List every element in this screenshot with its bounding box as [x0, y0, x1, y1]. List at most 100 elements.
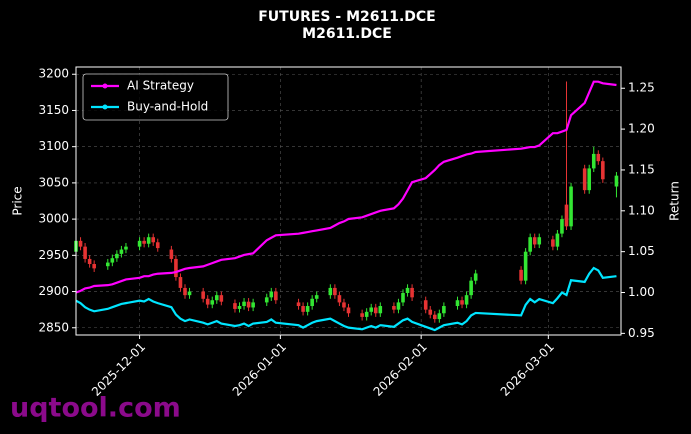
y-tick-label: 2950 [38, 248, 69, 262]
candle-body [455, 300, 460, 307]
y2-tick-label: 1.15 [628, 162, 655, 176]
candle-body [596, 153, 601, 162]
candle-body [405, 287, 410, 293]
candle-body [251, 302, 255, 308]
candle-body [124, 246, 128, 250]
candle-body [83, 246, 87, 259]
y-tick-label: 2900 [38, 284, 69, 298]
x-tick-label: 2026-01-01 [230, 340, 289, 399]
candle-body [237, 306, 242, 309]
candle-body [151, 237, 156, 243]
candle-body [296, 302, 301, 307]
series-line [75, 80, 617, 294]
legend-marker [102, 104, 108, 110]
chart-subtitle: M2611.DCE [302, 26, 392, 42]
candle-body [582, 168, 587, 191]
candle-body [137, 240, 142, 247]
candle-body [369, 307, 374, 312]
candle-body [587, 168, 592, 191]
candle-body [396, 302, 401, 310]
candle-body [174, 258, 178, 278]
candle-body [187, 291, 192, 296]
series-line [75, 266, 617, 332]
candle-body [392, 306, 396, 310]
plot-frame [75, 66, 622, 336]
y-tick-label: 3000 [38, 212, 69, 226]
candle-body [201, 291, 205, 299]
candle-body [246, 301, 251, 308]
candle-body [560, 219, 564, 234]
legend-box [82, 73, 229, 121]
candle-body [442, 306, 446, 314]
candle-body [328, 287, 333, 296]
y2-tick-label: 1.05 [628, 244, 655, 258]
candle-body [242, 301, 246, 307]
candle-body [119, 249, 124, 254]
candle-body [537, 237, 542, 245]
candle-body [178, 277, 183, 288]
legend-marker [102, 83, 108, 89]
candle-body [214, 295, 219, 301]
candle-body [310, 298, 314, 307]
candle-body [146, 237, 151, 244]
chart-title: FUTURES - M2611.DCE [258, 9, 436, 25]
y2-axis-label: Return [668, 181, 682, 221]
y2-tick-label: 1.00 [628, 285, 655, 299]
legend-label: Buy-and-Hold [127, 100, 208, 114]
candle-body [569, 186, 573, 227]
y-tick-label: 3050 [38, 175, 69, 189]
candle-body [305, 306, 310, 312]
candle-body [528, 237, 532, 252]
candle-body [519, 269, 523, 281]
y2-tick-label: 1.25 [628, 81, 655, 95]
candle-body [591, 153, 596, 169]
candle-body [523, 251, 528, 281]
y2-tick-label: 1.20 [628, 122, 655, 136]
candle-body [460, 300, 464, 305]
candle-body [564, 204, 569, 227]
candle-body [423, 300, 428, 310]
candle-body [401, 292, 405, 303]
y-tick-label: 3150 [38, 103, 69, 117]
y-tick-label: 3100 [38, 139, 69, 153]
candle-body [105, 262, 110, 267]
candle-body [428, 309, 433, 315]
candle-body [551, 239, 555, 247]
candle-body [473, 273, 478, 281]
candle-body [464, 295, 469, 305]
candle-body [87, 258, 92, 265]
legend-label: AI Strategy [127, 79, 194, 93]
candle-body [183, 287, 187, 296]
candle-body [437, 313, 442, 320]
y2-tick-label: 1.10 [628, 203, 655, 217]
candle-body [432, 314, 437, 320]
candle-body [142, 240, 146, 244]
candle-body [269, 291, 274, 298]
candle-body [115, 253, 119, 259]
candle-body [314, 295, 319, 299]
x-tick-label: 2026-02-01 [371, 340, 430, 399]
candle-body [110, 258, 115, 263]
candle-body [333, 287, 337, 296]
x-tick-label: 2025-12-01 [89, 340, 148, 399]
y2-tick-label: 0.95 [628, 326, 655, 340]
candle-body [337, 295, 342, 303]
watermark: uqtool.com [10, 393, 181, 424]
candle-body [364, 311, 369, 317]
candle-body [410, 287, 414, 298]
y-tick-label: 3200 [38, 67, 69, 81]
candle-body [373, 307, 378, 314]
candle-body [555, 233, 560, 247]
candle-body [360, 313, 364, 317]
candle-body [378, 306, 383, 314]
candle-body [614, 175, 619, 187]
y-tick-label: 2850 [38, 320, 69, 334]
candle-body [92, 264, 96, 269]
candle-body [219, 295, 224, 302]
candle-body [210, 300, 215, 305]
candle-body [264, 297, 269, 303]
candle-body [469, 280, 473, 296]
x-tick-label: 2026-03-01 [498, 340, 557, 399]
candle-body [233, 303, 237, 309]
